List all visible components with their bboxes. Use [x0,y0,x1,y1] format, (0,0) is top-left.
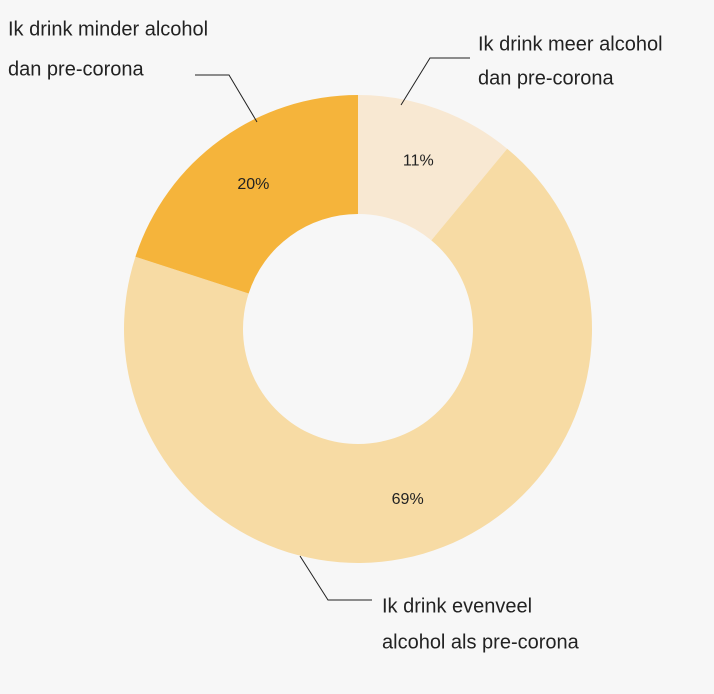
donut-slice [135,95,358,294]
category-label: Ik drink meer alcohol [478,33,663,55]
value-label: 11% [403,153,434,170]
leader-line [195,74,258,123]
category-label: dan pre-corona [478,67,615,89]
category-label: Ik drink minder alcohol [8,18,208,40]
value-label: 69% [392,491,424,508]
value-label: 20% [237,176,269,193]
category-label: alcohol als pre-corona [382,631,580,653]
leader-line [400,57,470,106]
category-label: dan pre-corona [8,58,145,80]
donut-slice [123,148,593,564]
leader-line [299,555,372,601]
category-label: Ik drink evenveel [382,595,532,617]
donut-slice [358,95,508,241]
